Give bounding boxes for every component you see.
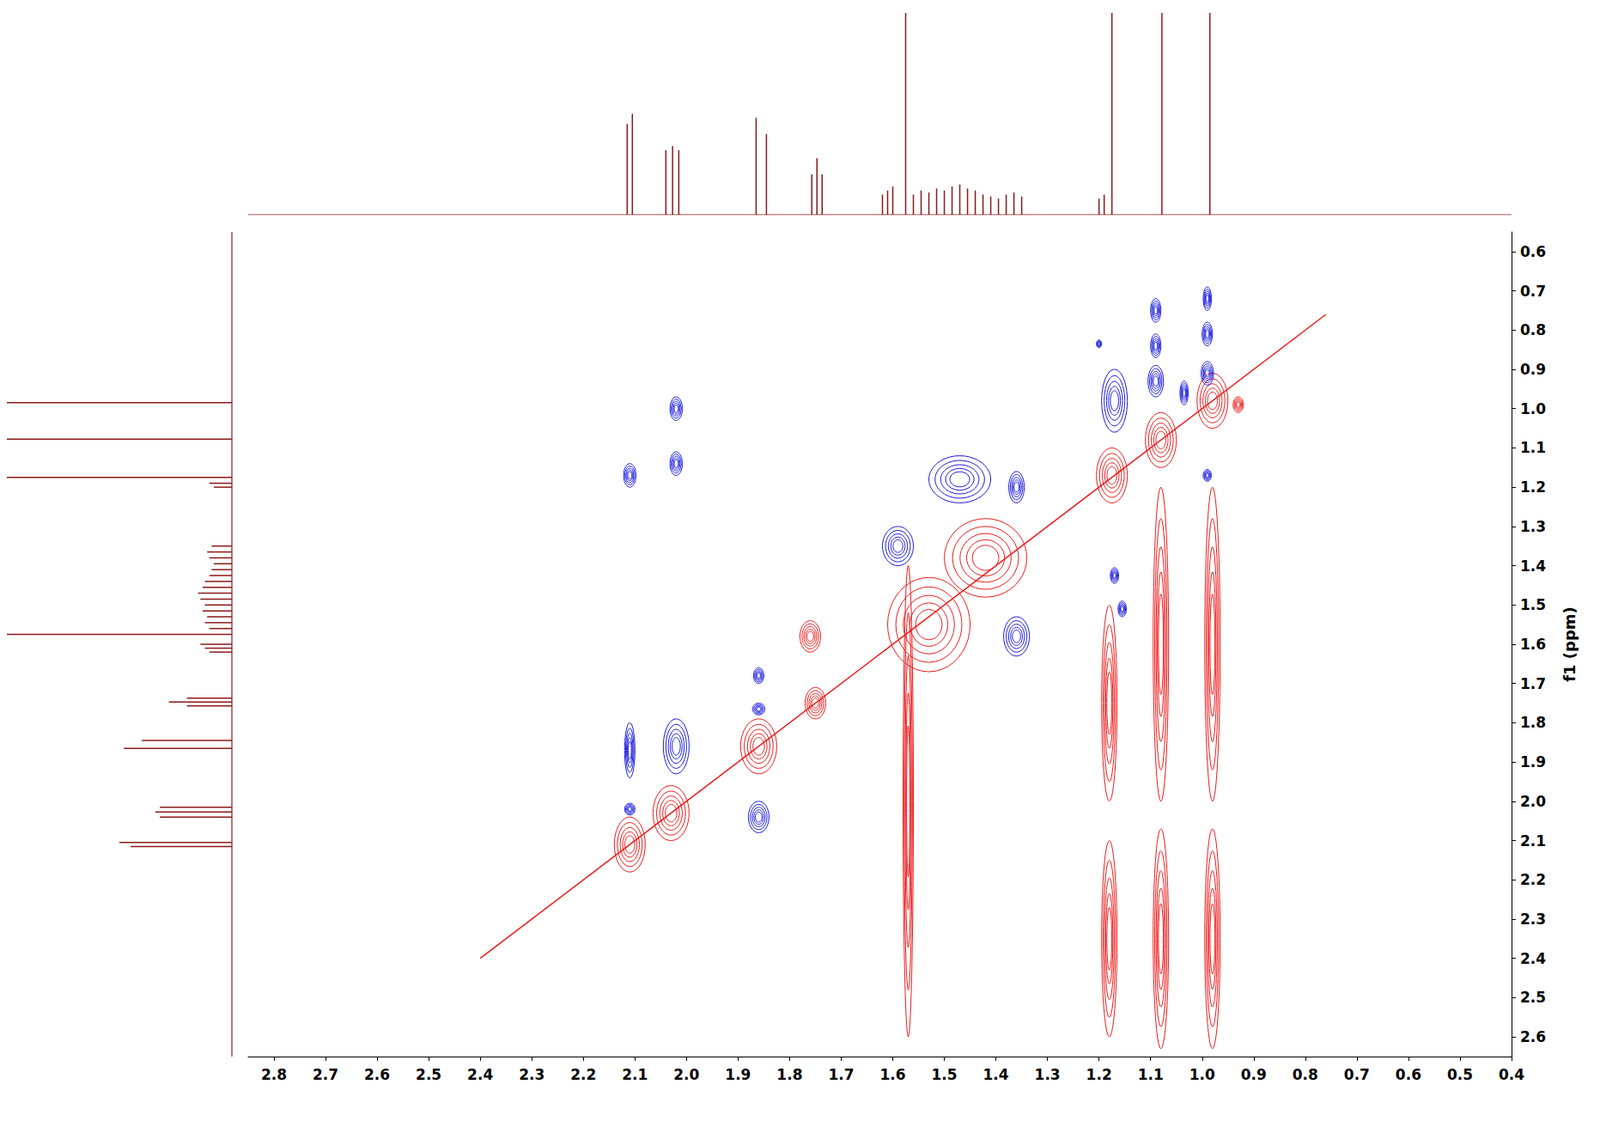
svg-text:2.6: 2.6 <box>364 1065 390 1083</box>
svg-text:2.6: 2.6 <box>1520 1028 1546 1046</box>
svg-text:2.5: 2.5 <box>415 1065 442 1083</box>
svg-text:0.4: 0.4 <box>1498 1065 1525 1083</box>
svg-text:0.6: 0.6 <box>1520 243 1546 261</box>
svg-text:2.4: 2.4 <box>467 1065 493 1083</box>
svg-text:1.2: 1.2 <box>1086 1065 1113 1083</box>
svg-text:2.3: 2.3 <box>1520 910 1546 928</box>
svg-text:2.0: 2.0 <box>1520 792 1546 810</box>
svg-text:0.9: 0.9 <box>1520 360 1546 378</box>
svg-text:2.2: 2.2 <box>570 1065 597 1083</box>
svg-text:0.6: 0.6 <box>1395 1065 1422 1083</box>
svg-text:1.7: 1.7 <box>1520 675 1546 693</box>
svg-text:1.2: 1.2 <box>1520 478 1546 496</box>
svg-text:2.0: 2.0 <box>673 1065 700 1083</box>
svg-text:0.7: 0.7 <box>1344 1065 1370 1083</box>
svg-text:2.1: 2.1 <box>1520 832 1546 850</box>
svg-text:2.2: 2.2 <box>1520 870 1546 889</box>
svg-text:2.7: 2.7 <box>312 1065 339 1083</box>
svg-text:2.5: 2.5 <box>1520 988 1546 1006</box>
svg-text:1.0: 1.0 <box>1189 1065 1216 1083</box>
svg-text:1.5: 1.5 <box>1520 596 1546 614</box>
svg-text:1.3: 1.3 <box>1034 1065 1061 1083</box>
svg-text:1.1: 1.1 <box>1520 438 1546 457</box>
svg-text:1.4: 1.4 <box>983 1065 1010 1083</box>
svg-text:1.6: 1.6 <box>879 1065 906 1083</box>
svg-text:0.8: 0.8 <box>1292 1065 1319 1083</box>
svg-text:0.9: 0.9 <box>1241 1065 1267 1083</box>
svg-text:1.4: 1.4 <box>1520 557 1546 575</box>
svg-text:1.6: 1.6 <box>1520 635 1546 653</box>
svg-text:2.3: 2.3 <box>518 1065 545 1083</box>
svg-text:1.8: 1.8 <box>776 1065 803 1083</box>
svg-text:2.8: 2.8 <box>261 1065 287 1083</box>
svg-text:f1 (ppm): f1 (ppm) <box>1560 606 1579 682</box>
svg-text:1.9: 1.9 <box>1520 753 1546 771</box>
svg-text:1.7: 1.7 <box>827 1065 854 1083</box>
svg-text:1.5: 1.5 <box>930 1065 957 1083</box>
svg-text:1.1: 1.1 <box>1137 1065 1164 1083</box>
svg-text:1.8: 1.8 <box>1520 713 1546 731</box>
svg-text:1.0: 1.0 <box>1520 400 1546 418</box>
svg-text:0.7: 0.7 <box>1520 282 1546 300</box>
svg-text:1.9: 1.9 <box>724 1065 751 1083</box>
svg-text:2.1: 2.1 <box>621 1065 648 1083</box>
svg-text:2.4: 2.4 <box>1520 949 1546 968</box>
svg-text:1.3: 1.3 <box>1520 517 1546 536</box>
svg-text:0.8: 0.8 <box>1520 321 1546 339</box>
svg-text:0.5: 0.5 <box>1447 1065 1473 1083</box>
